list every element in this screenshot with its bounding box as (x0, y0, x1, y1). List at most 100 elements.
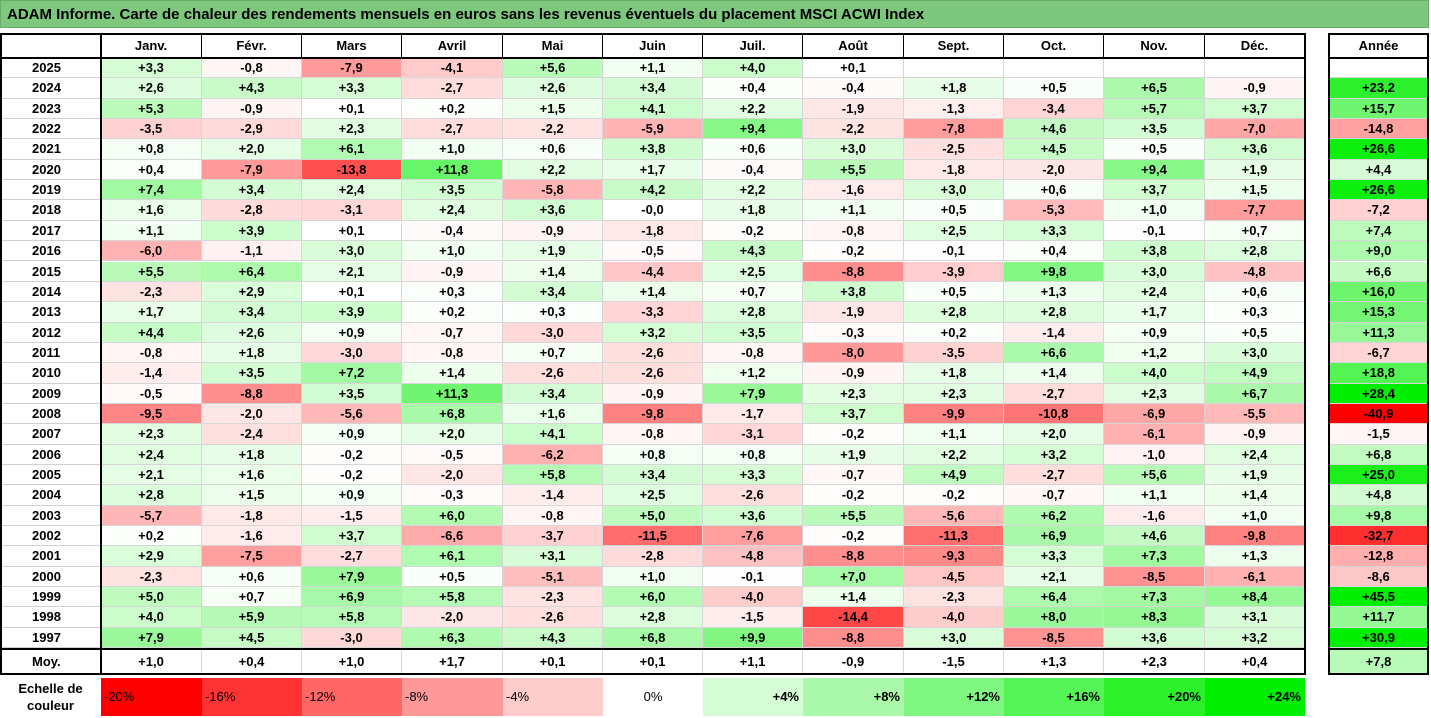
heatmap-cell: +3,1 (503, 546, 603, 567)
heatmap-cell: -8,8 (803, 261, 904, 282)
heatmap-cell: +1,1 (1104, 485, 1205, 506)
heatmap-cell: +0,6 (703, 139, 803, 160)
heatmap-cell: +6,1 (302, 139, 402, 160)
heatmap-cell: +4,3 (202, 78, 302, 99)
heatmap-cell: +6,5 (1104, 78, 1205, 99)
heatmap-cell: -7,7 (1205, 200, 1305, 221)
heatmap-cell: +1,4 (603, 281, 703, 303)
annual-cell: -32,7 (1328, 526, 1429, 547)
heatmap-cell: -2,6 (503, 363, 603, 384)
heatmap-cell: -0,9 (1205, 78, 1305, 99)
heatmap-cell: +6,6 (1004, 342, 1104, 364)
heatmap-cell: +2,6 (101, 78, 202, 99)
heatmap-cell: +1,4 (402, 363, 503, 384)
legend-swatch: -4% (503, 678, 603, 716)
heatmap-cell: -4,8 (1205, 261, 1305, 282)
heatmap-cell: +2,4 (1104, 281, 1205, 303)
heatmap-cell: -1,8 (202, 505, 302, 527)
heatmap-cell: -0,8 (803, 220, 904, 242)
average-divider (0, 648, 1306, 651)
heatmap-cell: +3,6 (1104, 627, 1205, 649)
heatmap-cell: -0,2 (803, 526, 904, 547)
heatmap-cell: -2,0 (202, 403, 302, 425)
year-label: 2017 (0, 221, 101, 242)
heatmap-cell: +3,4 (202, 180, 302, 201)
heatmap-cell: -6,1 (1205, 566, 1305, 588)
heatmap-cell: +1,7 (1104, 302, 1205, 323)
heatmap-cell: +4,5 (202, 627, 302, 649)
year-label: 2018 (0, 200, 101, 221)
annual-cell: +26,6 (1328, 180, 1429, 201)
annual-cell: -14,8 (1328, 119, 1429, 140)
average-cell: +2,3 (1104, 650, 1205, 675)
heatmap-cell: +7,3 (1104, 546, 1205, 567)
heatmap-cell: -0,2 (703, 220, 803, 242)
heatmap-cell: +0,5 (904, 281, 1004, 303)
heatmap-cell: -0,4 (703, 159, 803, 181)
heatmap-cell: +3,3 (101, 58, 202, 79)
heatmap-cell: +1,8 (202, 444, 302, 465)
heatmap-cell: +1,7 (101, 302, 202, 323)
heatmap-cell: -1,8 (904, 159, 1004, 181)
heatmap-cell: +3,3 (1004, 546, 1104, 567)
heatmap-cell: -0,8 (101, 342, 202, 364)
heatmap-cell: +1,9 (1205, 465, 1305, 486)
heatmap-cell: -4,4 (603, 261, 703, 282)
heatmap-cell: +0,9 (1104, 322, 1205, 343)
heatmap-cell: -0,5 (402, 444, 503, 465)
annual-cell: +11,7 (1328, 607, 1429, 628)
heatmap-cell: +1,8 (703, 200, 803, 221)
heatmap-cell: -0,4 (402, 220, 503, 242)
year-label: 2016 (0, 241, 101, 262)
heatmap-cell: -0,3 (402, 485, 503, 506)
annual-cell: -40,9 (1328, 403, 1429, 425)
heatmap-cell: -5,9 (603, 119, 703, 140)
heatmap-cell: +0,4 (703, 78, 803, 99)
heatmap-cell: +5,7 (1104, 98, 1205, 120)
heatmap-cell: +6,8 (603, 627, 703, 649)
heatmap-cell: -1,6 (202, 526, 302, 547)
heatmap-cell: -0,2 (302, 444, 402, 465)
heatmap-cell: +0,8 (703, 444, 803, 465)
heatmap-cell: -14,4 (803, 607, 904, 628)
heatmap-cell: +0,7 (503, 342, 603, 364)
legend-swatch: +8% (803, 678, 904, 716)
column-header: Janv. (101, 34, 202, 58)
heatmap-cell: +0,6 (202, 566, 302, 588)
heatmap-cell: +5,5 (101, 261, 202, 282)
heatmap-cell: +0,8 (101, 139, 202, 160)
heatmap-cell: +1,1 (803, 200, 904, 221)
heatmap-cell: +2,2 (703, 98, 803, 120)
heatmap-cell: +2,3 (904, 383, 1004, 404)
year-label: 2014 (0, 282, 101, 303)
heatmap-cell: +5,6 (1104, 465, 1205, 486)
year-label: 2001 (0, 546, 101, 567)
legend-label-line1: Echelle de (18, 681, 83, 696)
annual-column-header: Année (1358, 38, 1399, 53)
annual-cell: +15,7 (1328, 98, 1429, 120)
year-label: 1997 (0, 628, 101, 649)
heatmap-cell (904, 58, 1004, 79)
column-header: Juil. (703, 34, 803, 58)
heatmap-cell: +3,2 (1004, 444, 1104, 465)
heatmap-cell: +2,2 (904, 444, 1004, 465)
heatmap-cell: -2,4 (202, 424, 302, 445)
heatmap-cell: +1,0 (402, 241, 503, 262)
average-cell: +1,7 (402, 650, 503, 675)
heatmap-cell: +0,5 (1205, 322, 1305, 343)
heatmap-cell: +0,7 (703, 281, 803, 303)
heatmap-cell: +3,5 (202, 363, 302, 384)
heatmap-cell: +0,4 (101, 159, 202, 181)
heatmap-cell: +11,3 (402, 383, 503, 404)
column-header: Oct. (1004, 34, 1104, 58)
heatmap-cell: +3,0 (803, 139, 904, 160)
heatmap-cell: -1,5 (703, 607, 803, 628)
legend-swatch: -12% (302, 678, 402, 716)
heatmap-cell: +0,5 (402, 566, 503, 588)
legend-swatch: -8% (402, 678, 503, 716)
heatmap-cell: -7,9 (202, 159, 302, 181)
heatmap-cell: +6,4 (1004, 587, 1104, 608)
year-label: 2022 (0, 119, 101, 140)
heatmap-cell: -2,8 (202, 200, 302, 221)
heatmap-cell: +9,4 (1104, 159, 1205, 181)
